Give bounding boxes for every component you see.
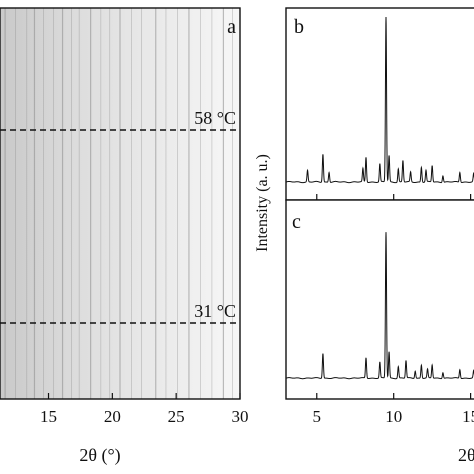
panel-a-diffraction-lines	[4, 8, 233, 399]
panel-c-letter: c	[292, 211, 301, 233]
panel-b: b	[285, 7, 474, 201]
x-tick-label: 20	[104, 407, 121, 426]
panel-c-x-axis-label: 2θ	[458, 445, 474, 465]
x-tick-label: 15	[462, 407, 474, 426]
panel-c-pattern-line	[285, 232, 474, 380]
panel-b-x-ticks	[316, 194, 472, 200]
annotation-31c-label: 31 °C	[194, 301, 236, 321]
x-tick-label: 15	[40, 407, 57, 426]
panel-c-x-ticks: 5 10 15	[313, 393, 474, 426]
panel-b-letter: b	[294, 16, 304, 38]
panel-a-letter: a	[227, 16, 236, 38]
panel-a: 58 °C 31 °C a 15 20 25 30 2θ (°)	[0, 7, 249, 466]
panel-a-x-ticks: 15 20 25 30	[40, 393, 249, 426]
x-tick-label: 30	[232, 407, 249, 426]
x-tick-label: 5	[313, 407, 322, 426]
annotation-58c-label: 58 °C	[194, 108, 236, 128]
x-tick-label: 25	[168, 407, 185, 426]
panel-c: 5 10 15 c 2θ	[285, 199, 474, 465]
panel-a-frame	[0, 7, 241, 400]
x-tick-label: 10	[385, 407, 402, 426]
panel-b-pattern-line	[285, 17, 474, 184]
panel-a-x-axis-label: 2θ (°)	[79, 445, 120, 466]
y-axis-label: Intensity (a. u.)	[254, 154, 271, 252]
